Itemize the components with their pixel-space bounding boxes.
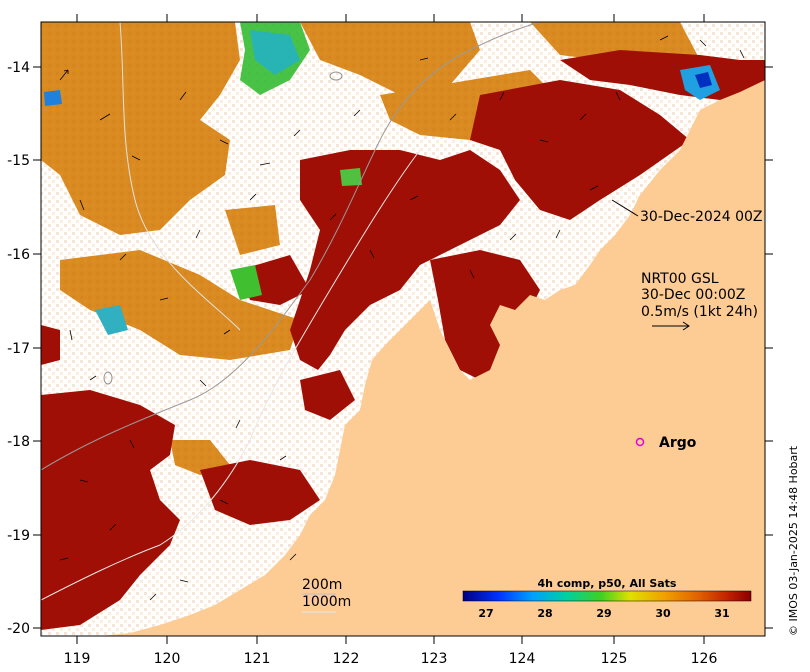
colorbar-gradient	[462, 590, 752, 602]
sst-cool-patches	[44, 22, 720, 335]
bathymetry-contours	[41, 22, 541, 601]
x-tick-label: 121	[244, 651, 271, 667]
y-tick-label: -19	[7, 528, 30, 544]
argo-label: Argo	[659, 435, 697, 451]
sst-colorbar: 4h comp, p50, All Sats 27 28 29 30 31	[462, 577, 752, 620]
colorbar-tick-label: 29	[596, 607, 611, 620]
current-legend-line1: NRT00 GSL	[641, 271, 719, 287]
y-tick-label: -20	[7, 621, 30, 637]
x-tick-label: 125	[601, 651, 628, 667]
colorbar-tick-label: 28	[537, 607, 552, 620]
contour-200m-label: 200m	[302, 577, 342, 593]
y-tick-label: -15	[7, 153, 30, 169]
colorbar-tick-label: 31	[714, 607, 729, 620]
map-plot-area	[41, 22, 765, 636]
current-legend-line3: 0.5m/s (1kt 24h)	[641, 304, 758, 320]
contour-1000m-label: 1000m	[302, 594, 351, 610]
snapshot-date-label: 30-Dec-2024 00Z	[640, 209, 763, 225]
y-tick-label: -14	[7, 60, 30, 76]
x-tick-label: 124	[509, 651, 536, 667]
x-tick-label: 122	[333, 651, 360, 667]
colorbar-tick-label: 30	[655, 607, 671, 620]
current-legend-line2: 30-Dec 00:00Z	[641, 287, 745, 303]
y-tick-label: -18	[7, 434, 30, 450]
y-axis	[33, 66, 773, 629]
argo-marker	[635, 437, 645, 447]
current-vectors	[59, 35, 745, 601]
australian-land	[100, 80, 765, 636]
x-tick-label: 126	[691, 651, 718, 667]
colorbar-tick-label: 27	[478, 607, 493, 620]
x-tick-label: 120	[154, 651, 181, 667]
x-tick-label: 119	[64, 651, 91, 667]
contour-legend: 200m 1000m	[302, 577, 351, 613]
colorbar-title: 4h comp, p50, All Sats	[538, 577, 677, 590]
y-tick-label: -16	[7, 247, 30, 263]
current-legend: NRT00 GSL 30-Dec 00:00Z 0.5m/s (1kt 24h)	[641, 271, 758, 331]
reference-arrow-icon	[652, 321, 690, 331]
x-tick-label: 123	[421, 651, 448, 667]
x-axis	[76, 14, 705, 644]
date-label-leader	[611, 199, 639, 217]
plot-frame	[40, 21, 766, 637]
y-tick-label: -17	[7, 341, 30, 357]
imos-credit: © IMOS 03-Jan-2025 14:48 Hobart	[787, 445, 800, 636]
